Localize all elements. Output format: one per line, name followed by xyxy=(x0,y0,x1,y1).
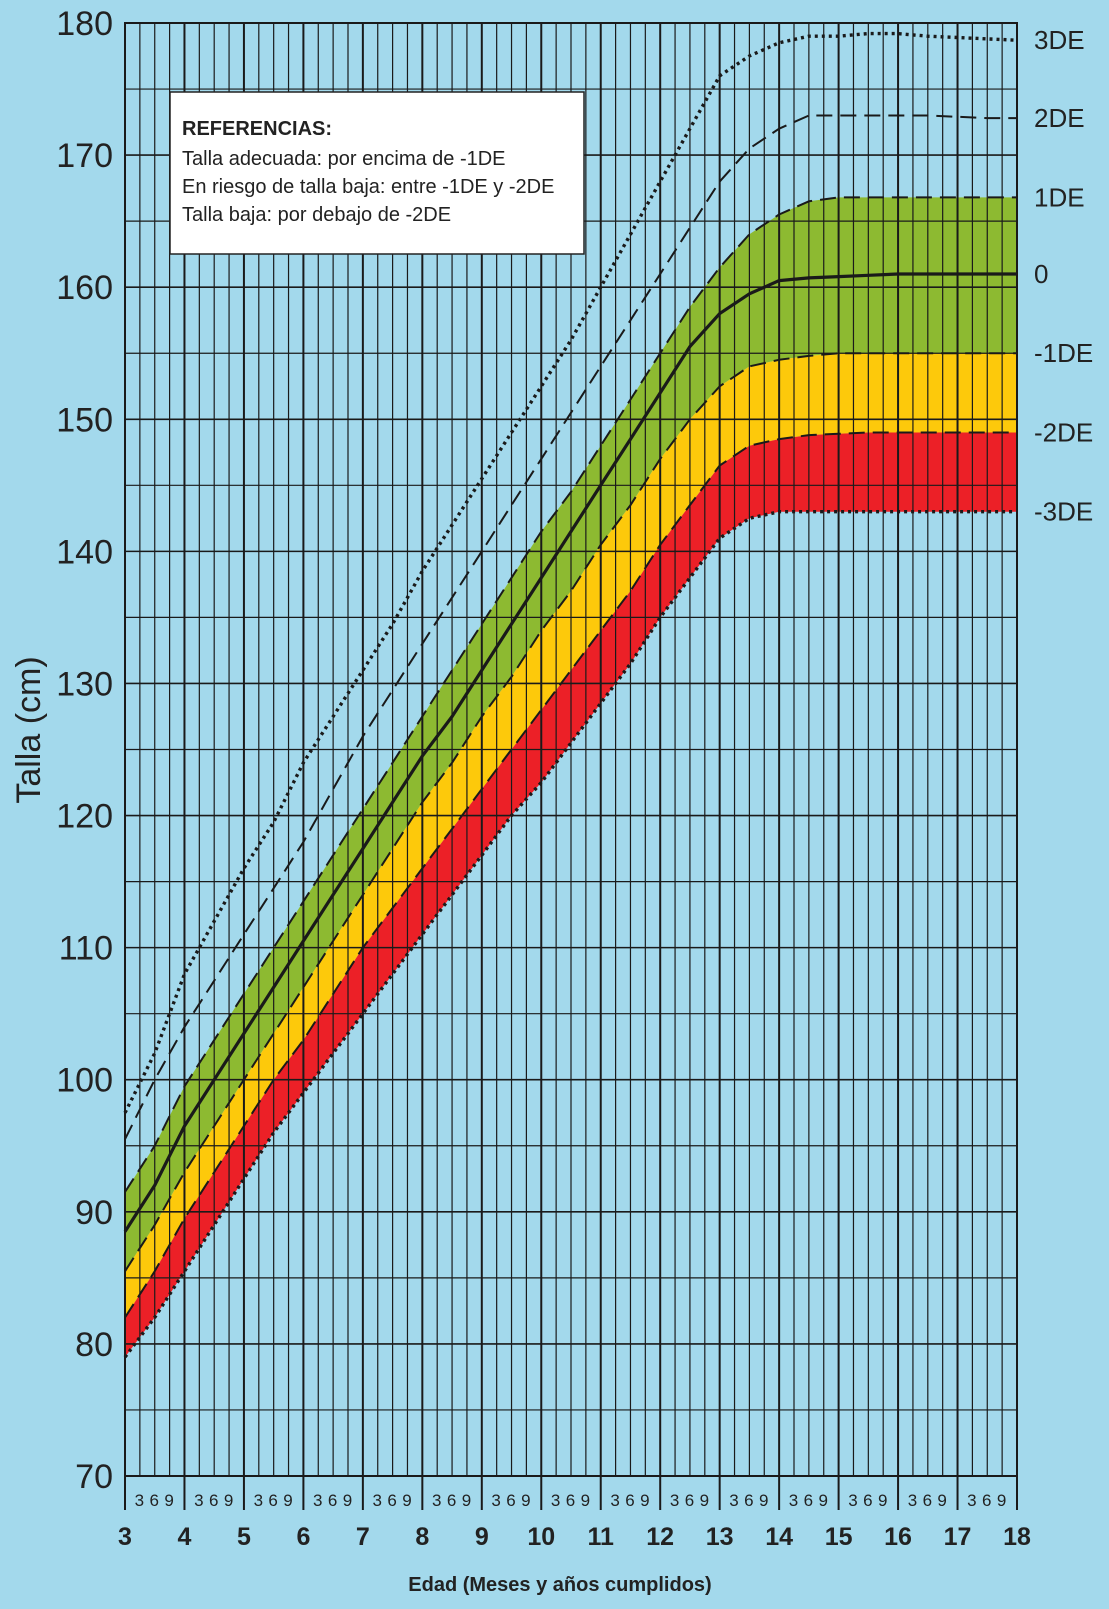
month-tick-label: 3 xyxy=(194,1491,204,1510)
y-tick-label: 110 xyxy=(59,930,113,968)
plot-border xyxy=(124,22,1018,1477)
month-tick-label: 6 xyxy=(804,1491,814,1510)
y-tick-label: 130 xyxy=(56,665,113,703)
month-tick-label: 3 xyxy=(729,1491,739,1510)
x-tick-label: 6 xyxy=(296,1523,310,1551)
y-tick-label: 140 xyxy=(56,533,113,571)
x-tick-label: 9 xyxy=(475,1523,489,1551)
month-tick-label: 9 xyxy=(521,1491,531,1510)
month-tick-label: 6 xyxy=(625,1491,635,1510)
series-label--1DE: -1DE xyxy=(1034,338,1093,368)
y-tick-label: 120 xyxy=(56,798,113,836)
month-tick-label: 3 xyxy=(491,1491,501,1510)
month-tick-label: 3 xyxy=(372,1491,382,1510)
y-tick-label: 90 xyxy=(75,1194,113,1232)
x-tick-label: 11 xyxy=(588,1523,615,1551)
x-tick-label: 10 xyxy=(527,1523,555,1551)
month-tick-label: 9 xyxy=(937,1491,947,1510)
legend-item-baja: Talla baja: por debajo de -2DE xyxy=(182,204,451,226)
month-tick-label: 6 xyxy=(685,1491,695,1510)
x-tick-label: 4 xyxy=(178,1523,192,1551)
month-tick-label: 3 xyxy=(135,1491,145,1510)
month-tick-label: 3 xyxy=(908,1491,918,1510)
month-tick-label: 3 xyxy=(967,1491,977,1510)
month-tick-label: 6 xyxy=(149,1491,159,1510)
legend-title: REFERENCIAS: xyxy=(182,118,332,140)
series-line-0 xyxy=(123,272,1017,1233)
month-tick-label: 6 xyxy=(209,1491,219,1510)
axes-layer xyxy=(124,22,1018,1510)
x-tick-label: 3 xyxy=(118,1523,132,1551)
month-tick-label: 9 xyxy=(164,1491,174,1510)
month-tick-label: 3 xyxy=(254,1491,264,1510)
month-tick-label: 9 xyxy=(402,1491,412,1510)
series-line-2DE xyxy=(124,114,1017,1140)
month-tick-label: 6 xyxy=(982,1491,992,1510)
x-tick-label: 12 xyxy=(646,1523,674,1551)
x-tick-label: 17 xyxy=(944,1523,972,1551)
month-tick-label: 9 xyxy=(700,1491,710,1510)
month-tick-label: 9 xyxy=(878,1491,888,1510)
month-tick-label: 6 xyxy=(387,1491,397,1510)
y-tick-label: 160 xyxy=(56,269,113,307)
labels-layer: 3DE 2DE 1DE 0 -1DE -2DE -3DE 70 80 90 100 110 120 130… xyxy=(56,5,1093,1551)
month-tick-label: 9 xyxy=(224,1491,234,1510)
month-tick-label: 6 xyxy=(506,1491,516,1510)
y-tick-label: 100 xyxy=(56,1062,113,1100)
month-tick-label: 3 xyxy=(432,1491,442,1510)
month-tick-label: 3 xyxy=(313,1491,323,1510)
series-label-2DE: 2DE xyxy=(1034,103,1085,133)
month-tick-label: 6 xyxy=(328,1491,338,1510)
month-tick-label: 3 xyxy=(551,1491,561,1510)
series-label-3DE: 3DE xyxy=(1034,25,1085,55)
x-axis-label: Edad (Meses y años cumplidos) xyxy=(408,1574,711,1596)
x-tick-label: 7 xyxy=(356,1523,370,1551)
series-layer xyxy=(123,31,1018,1359)
month-tick-label: 9 xyxy=(997,1491,1007,1510)
y-tick-label: 170 xyxy=(56,137,113,175)
y-tick-label: 80 xyxy=(75,1326,113,1364)
series-label--3DE: -3DE xyxy=(1034,497,1093,527)
legend: REFERENCIAS: Talla adecuada: por encima … xyxy=(169,91,585,255)
x-tick-label: 8 xyxy=(415,1523,429,1551)
series-label-0: 0 xyxy=(1034,259,1048,289)
month-tick-label: 3 xyxy=(670,1491,680,1510)
month-tick-label: 9 xyxy=(283,1491,293,1510)
month-tick-label: 6 xyxy=(923,1491,933,1510)
y-tick-label: 150 xyxy=(56,401,113,439)
y-tick-label: 180 xyxy=(56,5,113,43)
series-label--2DE: -2DE xyxy=(1034,417,1093,447)
month-tick-label: 3 xyxy=(789,1491,799,1510)
legend-item-adecuada: Talla adecuada: por encima de -1DE xyxy=(182,148,506,170)
legend-box xyxy=(169,91,585,255)
month-tick-label: 6 xyxy=(268,1491,278,1510)
month-tick-label: 9 xyxy=(343,1491,353,1510)
x-tick-label: 18 xyxy=(1003,1523,1031,1551)
month-tick-label: 9 xyxy=(462,1491,472,1510)
series-line-1DE xyxy=(124,196,1017,1193)
month-tick-label: 9 xyxy=(581,1491,591,1510)
x-tick-label: 13 xyxy=(706,1523,734,1551)
month-tick-label: 9 xyxy=(640,1491,650,1510)
month-tick-label: 9 xyxy=(818,1491,828,1510)
x-tick-label: 16 xyxy=(884,1523,912,1551)
month-tick-label: 3 xyxy=(848,1491,858,1510)
legend-item-riesgo: En riesgo de talla baja: entre -1DE y -2… xyxy=(182,176,554,198)
month-tick-label: 6 xyxy=(566,1491,576,1510)
month-tick-label: 6 xyxy=(744,1491,754,1510)
month-tick-label: 9 xyxy=(759,1491,769,1510)
series-label-1DE: 1DE xyxy=(1034,182,1085,212)
y-axis-label: Talla (cm) xyxy=(10,656,48,803)
x-tick-label: 14 xyxy=(765,1523,793,1551)
y-tick-label: 70 xyxy=(75,1458,113,1496)
x-tick-label: 15 xyxy=(825,1523,853,1551)
x-tick-label: 5 xyxy=(237,1523,251,1551)
month-tick-label: 3 xyxy=(610,1491,620,1510)
month-tick-label: 6 xyxy=(447,1491,457,1510)
month-tick-label: 6 xyxy=(863,1491,873,1510)
